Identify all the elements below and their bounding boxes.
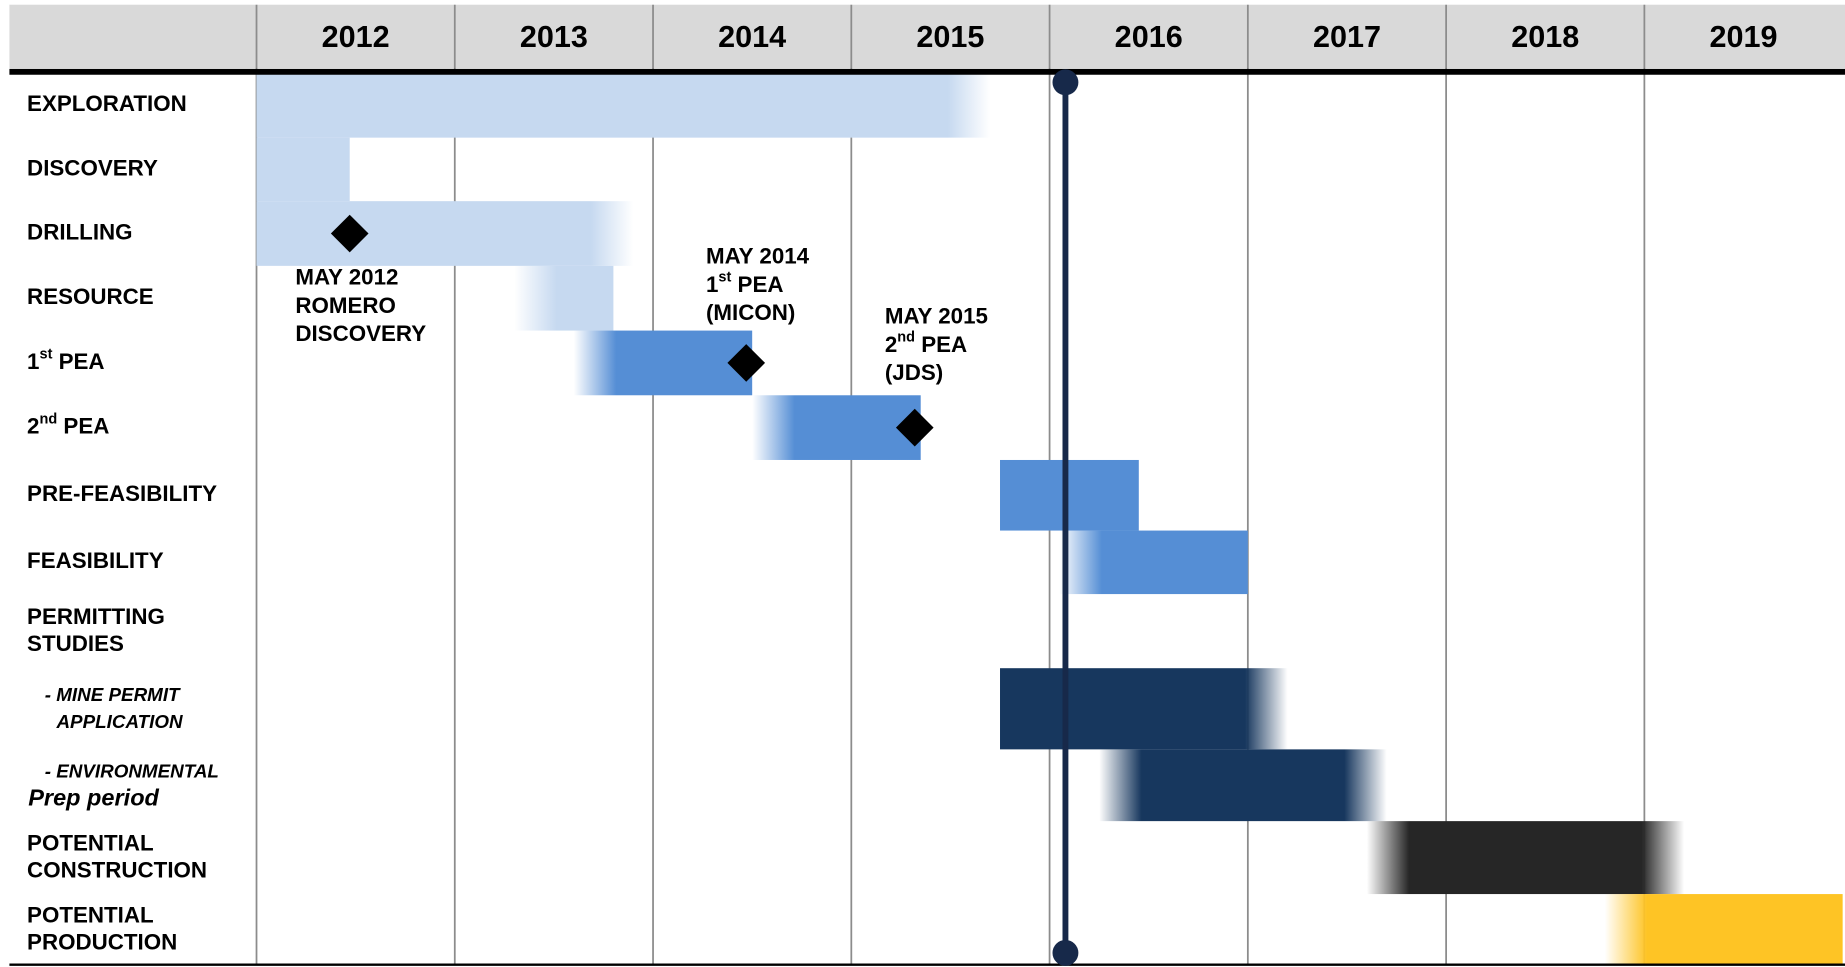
task-bar [1000,668,1288,750]
milestone-label: DISCOVERY [295,321,426,346]
milestone-label: (MICON) [706,300,795,325]
task-label: PERMITTING [27,604,165,629]
task-label: DRILLING [27,219,133,244]
task-label: 2nd PEA [27,411,109,438]
year-label: 2015 [916,20,984,54]
year-label: 2019 [1709,20,1777,54]
milestone-label: ROMERO [295,293,396,318]
milestone-label: (JDS) [885,360,943,385]
task-label: - ENVIRONMENTAL [45,760,219,781]
year-label: 2013 [520,20,588,54]
task-label: PRODUCTION [27,929,177,954]
task-bar [256,72,991,138]
milestone [727,344,766,382]
header-background [9,4,1845,69]
milestone [330,214,369,253]
task-bar [752,395,921,460]
task-bar [1604,894,1843,965]
task-label: POTENTIAL [27,831,154,856]
task-bar [1366,821,1685,895]
year-label: 2014 [718,20,786,54]
milestone-label: MAY 2012 [295,265,398,290]
task-label: PRE-FEASIBILITY [27,481,217,506]
year-label: 2017 [1313,20,1381,54]
task-bar [1000,459,1139,531]
task-label: 1st PEA [27,347,105,374]
milestone [895,408,934,447]
milestone-label: MAY 2015 [885,304,988,329]
year-label: 2016 [1115,20,1183,54]
task-label: STUDIES [27,631,124,656]
milestone-label: 1st PEA [706,269,784,296]
task-bar [1059,530,1248,595]
task-label: CONSTRUCTION [27,858,207,883]
year-label: 2018 [1511,20,1579,54]
today-cap [1052,939,1079,966]
task-label: DISCOVERY [27,155,158,180]
milestone-label: 2nd PEA [885,329,967,356]
task-bar [514,265,614,331]
task-bar [256,201,634,266]
task-bar [1099,749,1387,822]
task-label: APPLICATION [55,711,183,732]
task-bar [256,137,350,202]
task-bar [573,330,753,396]
task-label: Prep period [28,785,159,811]
milestone-label: MAY 2014 [706,244,810,269]
year-label: 2012 [322,20,390,54]
task-label: POTENTIAL [27,902,154,927]
task-label: EXPLORATION [27,91,187,116]
today-cap [1052,69,1079,96]
task-label: FEASIBILITY [27,548,164,573]
task-label: RESOURCE [27,284,154,309]
task-label: - MINE PERMIT [45,684,181,705]
